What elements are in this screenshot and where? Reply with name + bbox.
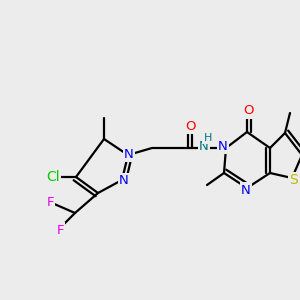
Text: F: F — [46, 196, 54, 209]
Text: Cl: Cl — [46, 170, 60, 184]
Text: N: N — [119, 175, 129, 188]
Text: F: F — [56, 224, 64, 236]
Text: H: H — [204, 133, 212, 143]
Text: S: S — [290, 173, 298, 187]
Text: N: N — [199, 140, 209, 154]
Text: N: N — [241, 184, 251, 196]
Text: O: O — [244, 104, 254, 118]
Text: N: N — [218, 140, 228, 152]
Text: N: N — [124, 148, 134, 160]
Text: O: O — [185, 119, 195, 133]
